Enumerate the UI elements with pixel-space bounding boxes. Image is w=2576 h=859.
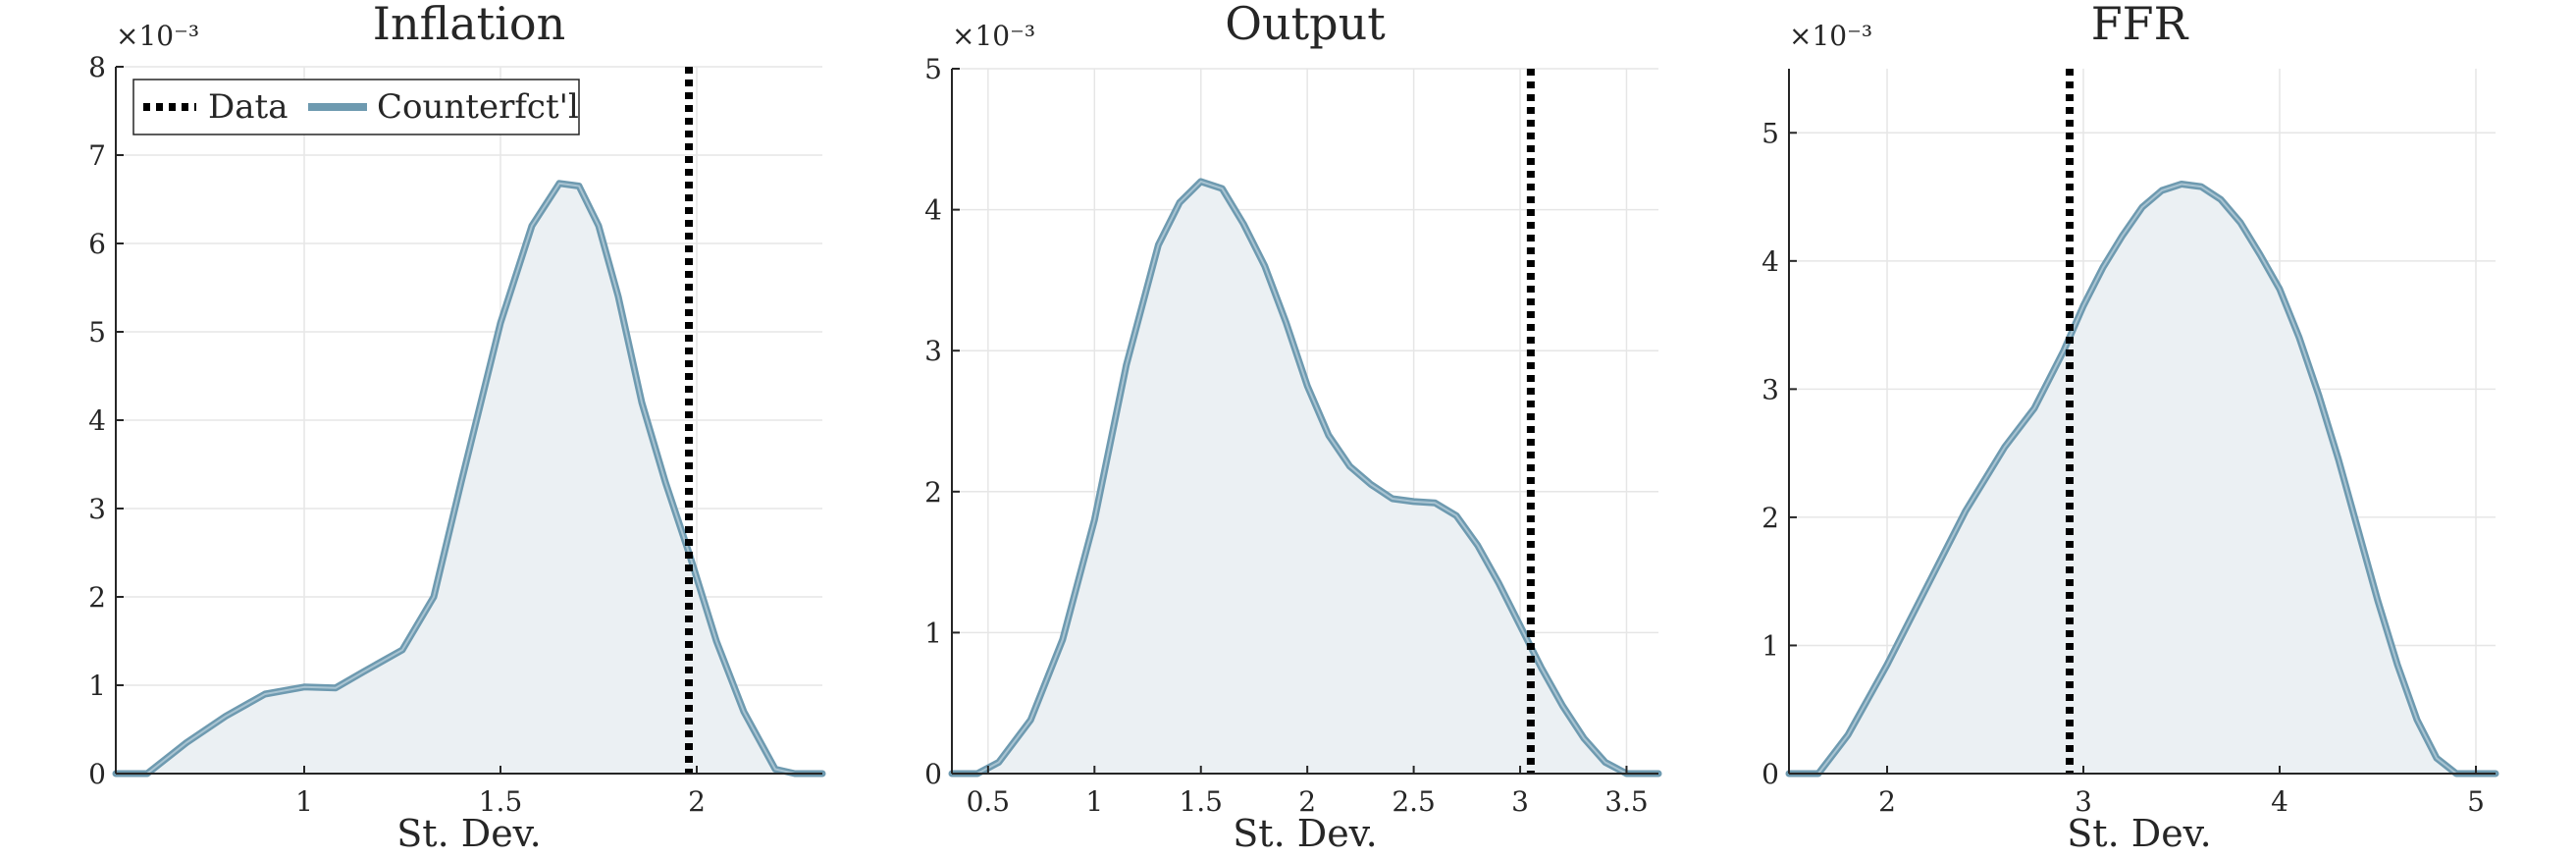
x-tick-label: 2 [1878,785,1896,818]
x-tick-label: 1.5 [479,785,523,818]
density-line-highlight [116,182,822,775]
y-tick-label: 0 [924,758,942,790]
x-tick-label: 3 [1511,785,1529,818]
legend-data-label: Data [208,87,288,127]
y-tick-label: 6 [88,228,106,260]
y-tick-label: 8 [88,51,106,83]
y-tick-label: 5 [88,316,106,349]
x-axis-label: St. Dev. [2067,812,2211,855]
density-area [952,181,1658,774]
x-tick-label: 1.5 [1179,785,1223,818]
y-tick-label: 4 [88,404,106,437]
x-tick-label: 5 [2467,785,2485,818]
x-tick-label: 2 [1298,785,1316,818]
x-tick-label: 1 [1085,785,1103,818]
y-tick-label: 3 [924,335,942,367]
plot-area: 1 1.5 2 0 1 2 3 4 5 6 7 8 [88,51,826,818]
x-tick-label: 2.5 [1392,785,1436,818]
y-tick-label: 3 [88,493,106,525]
y-tick-label: 7 [88,139,106,172]
density-line-highlight [952,180,1658,775]
x-tick-label: 3 [2075,785,2092,818]
x-tick-label: 3.5 [1604,785,1649,818]
y-tick-label: 1 [1761,629,1779,662]
y-tick-label: 2 [88,581,106,614]
y-tick-label: 2 [924,476,942,509]
density-area [116,183,822,775]
y-tick-label: 0 [88,758,106,790]
plot-area: 2 3 4 5 0 1 2 3 4 5 [1761,69,2499,818]
density-line-highlight [1789,183,2496,775]
y-exponent-label: ×10⁻³ [116,20,199,52]
plot-area: 0.5 1 1.5 2 2.5 3 3.5 0 1 2 3 4 5 [924,53,1662,818]
ffr-panel: FFR ×10⁻³ St. Dev. 2 3 4 5 0 1 2 3 4 5 [1761,0,2499,855]
y-exponent-label: ×10⁻³ [1789,20,1872,52]
x-axis-label: St. Dev. [1233,812,1377,855]
x-axis-label: St. Dev. [396,812,541,855]
y-tick-label: 1 [88,670,106,702]
y-tick-label: 4 [924,194,942,227]
x-tick-label: 2 [688,785,706,818]
y-tick-label: 0 [1761,758,1779,790]
y-tick-label: 5 [924,53,942,85]
y-tick-label: 5 [1761,117,1779,149]
y-tick-label: 1 [924,617,942,649]
x-tick-label: 0.5 [967,785,1011,818]
y-tick-label: 2 [1761,502,1779,534]
y-exponent-label: ×10⁻³ [952,20,1035,52]
legend-counterfactual-label: Counterfct'l [377,87,579,127]
y-tick-label: 3 [1761,373,1779,405]
panel-title: Output [1225,0,1386,50]
x-tick-label: 4 [2271,785,2288,818]
panel-title: Inflation [373,0,565,50]
output-panel: Output ×10⁻³ St. Dev. 0.5 1 1.5 2 2.5 3 3.5 0 1 2… [924,0,1662,855]
density-area [1789,184,2496,774]
inflation-panel: Inflation ×10⁻³ St. Dev. 1 1.5 2 0 1 2 3 4 5 6 7 8 [88,0,826,855]
y-tick-label: 4 [1761,245,1779,278]
legend: Data Counterfct'l [132,79,580,135]
x-tick-label: 1 [295,785,313,818]
panel-title: FFR [2091,0,2189,50]
